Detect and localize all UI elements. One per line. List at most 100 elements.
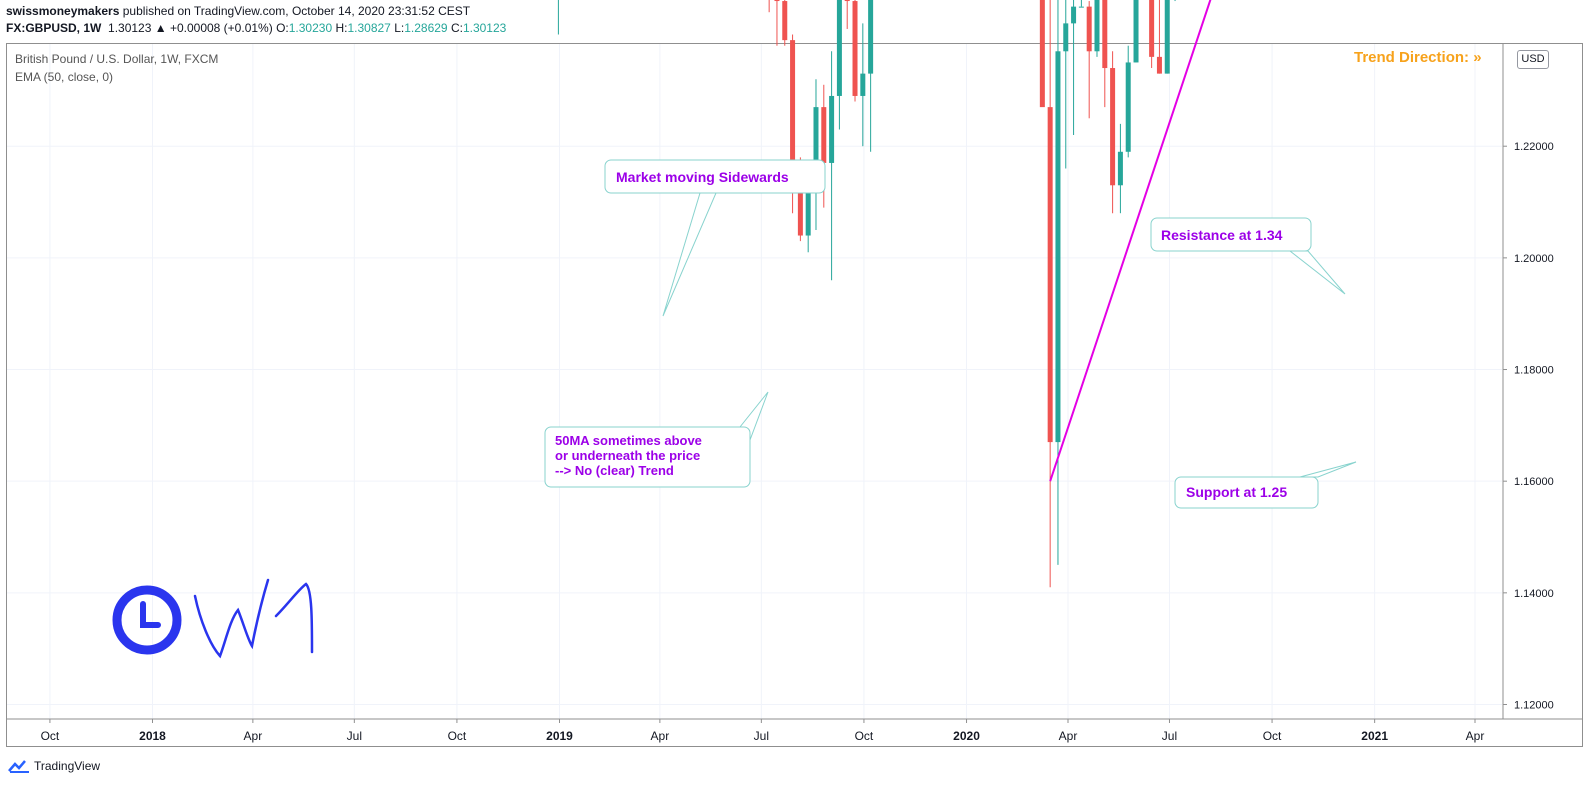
candle (1156, 0, 1162, 74)
candle (1117, 123, 1123, 214)
x-tick-label: Jul (754, 729, 769, 743)
candle (1164, 0, 1170, 74)
currency-button[interactable]: USD (1517, 50, 1549, 69)
callout-ma-note-text-3: --> No (clear) Trend (555, 463, 674, 478)
candle (860, 23, 866, 147)
candle (1110, 51, 1116, 214)
candle (829, 51, 835, 281)
candle (774, 0, 780, 46)
candle (557, 0, 559, 35)
candle (782, 0, 788, 46)
low-value: 1.28629 (404, 21, 448, 35)
candle-body (797, 168, 803, 236)
indicator-label[interactable]: EMA (50, close, 0) (15, 70, 114, 84)
candle (1055, 0, 1061, 565)
callout-resistance: Resistance at 1.34 (1150, 217, 1346, 295)
low-label: L: (394, 21, 405, 35)
y-axis: 1.22000 1.20000 1.18000 1.16000 1.14000 1.120… (1502, 44, 1554, 719)
candle-body (774, 0, 780, 2)
candle-body (1149, 0, 1155, 57)
candle (1078, 0, 1084, 8)
candle (813, 79, 819, 230)
x-tick-label: Apr (244, 729, 263, 743)
x-tick-label: Oct (855, 729, 874, 743)
candle-body (1156, 56, 1162, 74)
candle-body (1071, 6, 1077, 24)
x-tick-label: Oct (1263, 729, 1282, 743)
candle-body (782, 1, 788, 41)
callout-pointer (1299, 461, 1357, 478)
callout-box (1174, 476, 1319, 509)
candle (1071, 0, 1077, 136)
open-value: 1.30230 (288, 21, 333, 35)
x-tick-label: Apr (1466, 729, 1485, 743)
candle-body (1133, 0, 1139, 63)
y-tick-label: 1.20000 (1514, 253, 1554, 265)
candle (836, 0, 842, 130)
publisher-name[interactable]: swissmoneymakers (6, 4, 120, 18)
candle (1174, 0, 1176, 2)
callout-support: Support at 1.25 (1174, 461, 1357, 509)
candle-body (829, 95, 835, 163)
candle (1133, 0, 1139, 63)
candle-body (813, 107, 819, 180)
candle-body (836, 0, 842, 96)
candle-body (852, 1, 858, 96)
high-value: 1.30827 (347, 21, 391, 35)
callout-box (1150, 217, 1312, 252)
x-tick-label: 2021 (1361, 729, 1388, 743)
handwritten-1-glyph (274, 582, 314, 654)
candle-body (1063, 23, 1069, 52)
callout-support-text: Support at 1.25 (1186, 484, 1287, 500)
price-change: ▲ +0.00008 (+0.01%) (154, 21, 273, 35)
candle (1094, 0, 1100, 57)
callout-ma-note: 50MA sometimes above or underneath the p… (544, 391, 769, 488)
candle (844, 0, 850, 29)
x-tick-label: Oct (41, 729, 60, 743)
y-tick-label: 1.16000 (1514, 476, 1554, 488)
series-title[interactable]: British Pound / U.S. Dollar, 1W, FXCM (15, 52, 219, 66)
y-tick-label: 1.22000 (1514, 141, 1554, 153)
candle (1149, 0, 1155, 69)
last-price: 1.30123 (108, 21, 152, 35)
candle (768, 0, 770, 13)
x-axis: Oct 2018 Apr Jul Oct 2019 Apr Jul Oct 2020 Apr Jul O… (7, 718, 1583, 743)
candle (1102, 0, 1108, 108)
footer-brand[interactable]: TradingView (8, 759, 100, 773)
x-tick-label: Apr (651, 729, 670, 743)
footer-brand-text: TradingView (34, 759, 101, 773)
callout-box (604, 159, 826, 194)
high-label: H: (335, 21, 348, 35)
clock-hands-icon (140, 601, 161, 628)
y-tick-label: 1.14000 (1514, 588, 1554, 600)
callout-ma-note-text-2: or underneath the price (555, 448, 700, 463)
open-label: O: (276, 21, 289, 35)
x-tick-label: 2020 (953, 729, 980, 743)
candle-body (1047, 107, 1053, 443)
candle (1063, 0, 1069, 169)
x-tick-label: 2018 (139, 729, 166, 743)
callout-sideways-text: Market moving Sidewards (616, 169, 789, 185)
candle-body (860, 73, 866, 96)
candle-body (1164, 0, 1170, 74)
x-tick-label: Oct (448, 729, 467, 743)
candle-body (868, 0, 874, 74)
publish-text: published on TradingView.com, October 14… (122, 4, 471, 18)
callout-box (544, 426, 751, 488)
clock-icon (112, 585, 182, 655)
close-label: C: (450, 21, 463, 35)
candle-body (1078, 6, 1084, 8)
callout-pointer (662, 192, 717, 317)
publish-info: swissmoneymakers published on TradingVie… (6, 4, 470, 18)
trendline (1049, 0, 1212, 482)
candle-body (805, 179, 811, 236)
candle-body (1117, 151, 1123, 186)
tradingview-logo-icon (8, 760, 29, 773)
ohlc-header: FX:GBPUSD, 1W 1.30123 ▲ +0.00008 (+0.01%… (6, 21, 506, 35)
candle-body (790, 40, 796, 169)
candle (1086, 1, 1092, 119)
callout-resistance-text: Resistance at 1.34 (1161, 227, 1283, 243)
callout-ma-note-text-1: 50MA sometimes above (555, 433, 702, 448)
candle (1039, 0, 1045, 108)
